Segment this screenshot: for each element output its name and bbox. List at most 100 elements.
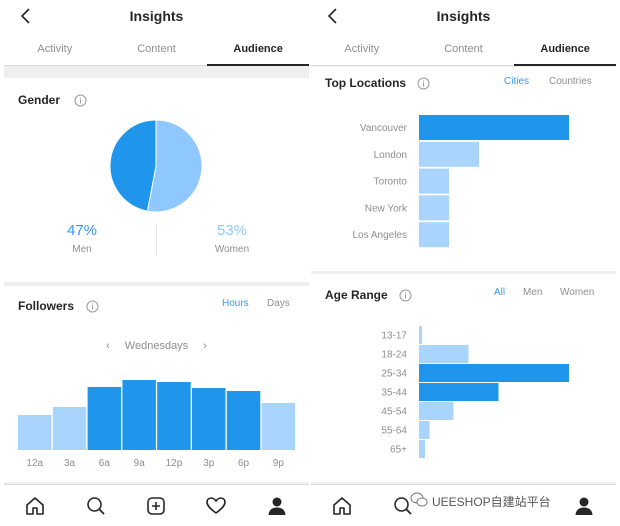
followers-tick-label: 6a — [99, 458, 111, 469]
profile-icon[interactable] — [266, 495, 288, 517]
followers-tick-label: 12p — [166, 458, 183, 469]
age-bar[interactable] — [419, 383, 499, 401]
followers-bar-9p[interactable] — [261, 403, 296, 450]
info-icon[interactable] — [74, 94, 87, 107]
day-label: Wednesdays — [124, 340, 189, 352]
chevron-right-icon[interactable]: › — [203, 340, 207, 352]
divider — [156, 224, 157, 256]
add-icon[interactable] — [145, 495, 167, 517]
followers-tick-label: 6p — [238, 458, 250, 469]
day-selector: ‹ Wednesdays › — [4, 340, 309, 352]
header: Insights — [311, 0, 616, 34]
watermark: UEESHOP自建站平台 — [430, 492, 553, 511]
toggle-women[interactable]: Women — [560, 287, 595, 298]
followers-tick-label: 3p — [203, 458, 215, 469]
age-label: 45-54 — [381, 407, 407, 418]
followers-title: Followers — [18, 299, 75, 313]
home-icon[interactable] — [331, 495, 353, 517]
tab-content[interactable]: Content — [137, 43, 176, 55]
age-title: Age Range — [325, 288, 388, 302]
location-label: Vancouver — [360, 123, 408, 134]
locations-title: Top Locations — [325, 76, 407, 90]
age-label: 55-64 — [381, 426, 407, 437]
phone-left: Insights Activity Content Audience Gende… — [4, 0, 309, 526]
followers-tick-label: 12a — [26, 458, 43, 469]
toggle-days[interactable]: Days — [267, 298, 290, 309]
search-icon[interactable] — [392, 495, 414, 517]
location-bar[interactable] — [419, 115, 569, 140]
followers-bar-9a[interactable] — [122, 380, 156, 450]
gender-title: Gender — [18, 93, 61, 107]
men-slice — [109, 119, 157, 212]
men-percentage: 47% — [66, 222, 98, 239]
location-label: New York — [365, 203, 408, 214]
heart-icon[interactable] — [205, 495, 227, 517]
location-label: Toronto — [374, 177, 408, 188]
age-bar-chart: 13-17 18-24 25-34 35-44 45-54 55-64 65+ — [381, 326, 569, 458]
tab-bar: Activity Content Audience — [4, 34, 309, 66]
location-bar[interactable] — [419, 195, 449, 221]
wechat-icon — [410, 492, 428, 507]
women-label: Women — [214, 244, 250, 255]
followers-bar-12p[interactable] — [157, 382, 191, 450]
age-bar[interactable] — [419, 421, 430, 439]
tab-activity[interactable]: Activity — [344, 43, 380, 55]
toggle-all[interactable]: All — [494, 287, 506, 298]
age-label: 25-34 — [381, 369, 407, 380]
back-icon[interactable] — [16, 6, 36, 26]
location-bar[interactable] — [419, 141, 479, 167]
phone-right: Insights Activity Content Audience Top L… — [311, 0, 616, 526]
followers-bar-3a[interactable] — [52, 407, 87, 450]
toggle-cities[interactable]: Cities — [504, 76, 530, 87]
location-bar[interactable] — [419, 168, 449, 194]
tab-audience[interactable]: Audience — [514, 34, 616, 66]
followers-bar-6a[interactable] — [87, 387, 122, 450]
followers-tick-label: 9p — [273, 458, 285, 469]
gender-card: Gender 47% Men 53% Women — [4, 78, 309, 282]
tab-activity[interactable]: Activity — [37, 43, 73, 55]
age-bar[interactable] — [419, 440, 425, 458]
toggle-men[interactable]: Men — [523, 287, 543, 298]
info-icon[interactable] — [399, 289, 412, 302]
tab-audience[interactable]: Audience — [207, 34, 309, 66]
page-title: Insights — [436, 8, 491, 24]
info-icon[interactable] — [417, 77, 430, 90]
women-slice — [146, 119, 203, 213]
locations-card: Top Locations Cities Countries Vancouver… — [311, 67, 616, 271]
age-bar[interactable] — [419, 345, 469, 363]
location-bar[interactable] — [419, 222, 449, 248]
followers-bar-12a[interactable] — [18, 415, 52, 450]
followers-bar-3p[interactable] — [192, 388, 226, 450]
back-icon[interactable] — [323, 6, 343, 26]
location-label: London — [374, 150, 407, 161]
age-bar[interactable] — [419, 402, 454, 420]
age-label: 13-17 — [381, 331, 407, 342]
location-label: Los Angeles — [353, 230, 408, 241]
page-title: Insights — [129, 8, 184, 24]
locations-bar-chart: Vancouver London Toronto New York Los Angele… — [353, 115, 569, 248]
age-label: 35-44 — [381, 388, 407, 399]
chevron-left-icon[interactable]: ‹ — [106, 340, 110, 352]
age-label: 65+ — [390, 445, 407, 456]
age-label: 18-24 — [381, 350, 407, 361]
women-percentage: 53% — [216, 222, 248, 239]
followers-bar-chart: 12a 3a 6a 9a 12p 3p 6p 9p — [18, 380, 296, 469]
tab-content[interactable]: Content — [444, 43, 483, 55]
info-icon[interactable] — [86, 300, 99, 313]
followers-tick-label: 3a — [64, 458, 76, 469]
toggle-hours[interactable]: Hours — [222, 298, 249, 309]
men-label: Men — [72, 244, 92, 255]
home-icon[interactable] — [24, 495, 46, 517]
followers-tick-label: 9a — [134, 458, 146, 469]
gender-pie-chart — [109, 119, 203, 213]
age-bar[interactable] — [419, 326, 422, 344]
toggle-countries[interactable]: Countries — [549, 76, 592, 87]
search-icon[interactable] — [85, 495, 107, 517]
tab-bar: Activity Content Audience — [311, 34, 616, 66]
age-card: Age Range All Men Women 13-17 18-24 25-34 3… — [311, 274, 616, 482]
header: Insights — [4, 0, 309, 34]
bottom-nav — [4, 484, 309, 526]
age-bar[interactable] — [419, 364, 569, 382]
followers-bar-6p[interactable] — [226, 391, 261, 450]
profile-icon[interactable] — [573, 495, 595, 517]
